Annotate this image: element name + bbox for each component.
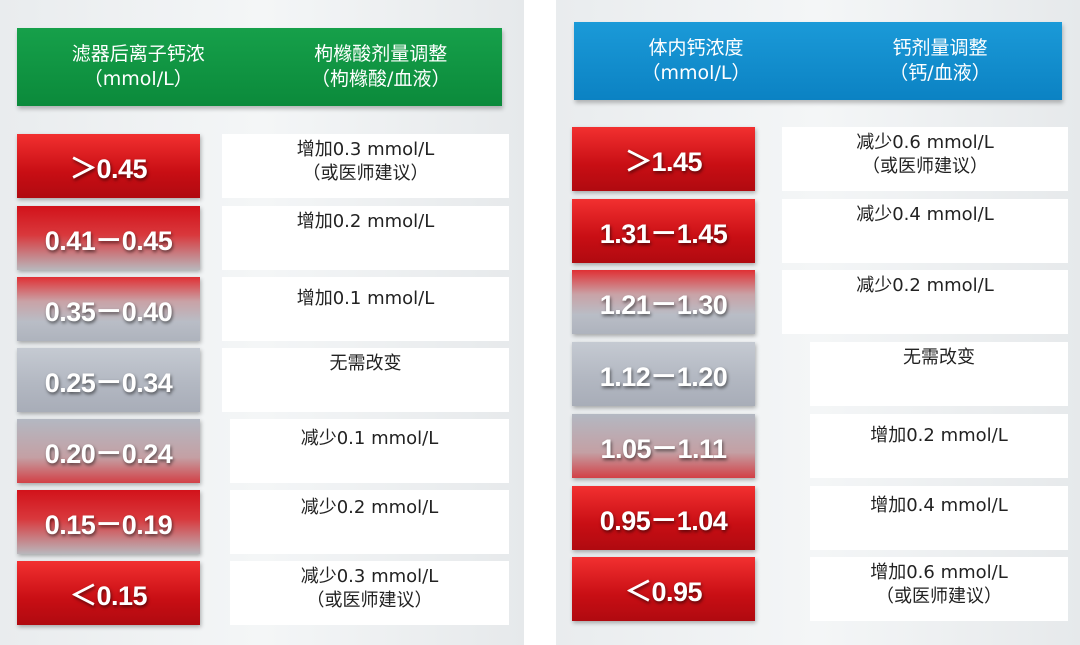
adjustment-cell: 减少0.2 mmol/L [230, 490, 509, 554]
adjustment-text: 减少0.3 mmol/L [300, 566, 439, 587]
range-cell: 1.12－1.20 [572, 342, 755, 406]
adjustment-cell: 无需改变 [810, 342, 1068, 406]
header-col-calcium-dose: 钙剂量调整 （钙/血液） [818, 22, 1062, 100]
header-col-body-calcium: 体内钙浓度 （mmol/L） [574, 22, 818, 100]
adjustment-text: 增加0.6 mmol/L [870, 562, 1008, 583]
adjustment-cell: 增加0.2 mmol/L [222, 206, 509, 270]
range-cell: 1.31－1.45 [572, 199, 755, 263]
adjustment-cell: 无需改变 [222, 348, 509, 412]
adjustment-text: 减少0.1 mmol/L [300, 428, 439, 449]
header-unit: （枸橼酸/血液） [311, 68, 451, 90]
range-cell: ＜0.95 [572, 557, 755, 621]
range-cell: ＜0.15 [17, 561, 200, 625]
adjustment-text: 增加0.1 mmol/L [296, 288, 435, 309]
adjustment-note: （或医师建议） [306, 590, 433, 611]
header-title: 钙剂量调整 [892, 37, 988, 59]
range-cell: 0.20－0.24 [17, 419, 200, 483]
range-cell: 1.05－1.11 [572, 414, 755, 478]
range-cell: 0.95－1.04 [572, 486, 755, 550]
header-title: 滤器后离子钙浓 [71, 43, 205, 65]
header-unit: （钙/血液） [889, 62, 991, 84]
calcium-table-header: 体内钙浓度 （mmol/L） 钙剂量调整 （钙/血液） [574, 22, 1062, 100]
header-title: 体内钙浓度 [648, 37, 744, 59]
header-col-citrate-dose: 枸橼酸剂量调整 （枸橼酸/血液） [260, 28, 503, 106]
adjustment-text: 减少0.4 mmol/L [856, 204, 994, 225]
citrate-adjustment-panel: 滤器后离子钙浓 （mmol/L） 枸橼酸剂量调整 （枸橼酸/血液） ＞0.45 … [0, 0, 524, 645]
adjustment-text: 增加0.2 mmol/L [296, 211, 435, 232]
range-cell: 1.21－1.30 [572, 270, 755, 334]
adjustment-cell: 增加0.2 mmol/L [810, 414, 1068, 478]
adjustment-text: 减少0.6 mmol/L [856, 132, 994, 153]
adjustment-cell: 减少0.3 mmol/L （或医师建议） [230, 561, 509, 625]
adjustment-cell: 减少0.6 mmol/L （或医师建议） [782, 127, 1068, 191]
header-title: 枸橼酸剂量调整 [314, 43, 448, 65]
adjustment-cell: 增加0.6 mmol/L （或医师建议） [810, 557, 1068, 621]
adjustment-cell: 增加0.3 mmol/L （或医师建议） [222, 134, 509, 198]
adjustment-text: 减少0.2 mmol/L [300, 497, 439, 518]
adjustment-cell: 增加0.4 mmol/L [810, 486, 1068, 550]
adjustment-text: 减少0.2 mmol/L [856, 275, 994, 296]
adjustment-cell: 减少0.1 mmol/L [230, 419, 509, 483]
range-cell: 0.15－0.19 [17, 490, 200, 554]
range-cell: ＞1.45 [572, 127, 755, 191]
adjustment-note: （或医师建议） [876, 586, 1002, 607]
adjustment-text: 增加0.3 mmol/L [296, 139, 435, 160]
adjustment-cell: 减少0.2 mmol/L [782, 270, 1068, 334]
adjustment-text: 无需改变 [903, 347, 975, 368]
range-cell: 0.41－0.45 [17, 206, 200, 270]
header-col-filter-calcium: 滤器后离子钙浓 （mmol/L） [17, 28, 260, 106]
range-cell: 0.35－0.40 [17, 277, 200, 341]
adjustment-text: 增加0.2 mmol/L [870, 425, 1008, 446]
adjustment-text: 增加0.4 mmol/L [870, 495, 1008, 516]
adjustment-cell: 减少0.4 mmol/L [782, 199, 1068, 263]
adjustment-cell: 增加0.1 mmol/L [222, 277, 509, 341]
citrate-table-header: 滤器后离子钙浓 （mmol/L） 枸橼酸剂量调整 （枸橼酸/血液） [17, 28, 502, 106]
calcium-adjustment-panel: 体内钙浓度 （mmol/L） 钙剂量调整 （钙/血液） ＞1.45 减少0.6 … [556, 0, 1080, 645]
range-cell: 0.25－0.34 [17, 348, 200, 412]
adjustment-text: 无需改变 [329, 353, 402, 374]
adjustment-note: （或医师建议） [862, 156, 988, 177]
header-unit: （mmol/L） [641, 62, 751, 84]
range-cell: ＞0.45 [17, 134, 200, 198]
adjustment-note: （或医师建议） [302, 163, 429, 184]
header-unit: （mmol/L） [83, 68, 193, 90]
